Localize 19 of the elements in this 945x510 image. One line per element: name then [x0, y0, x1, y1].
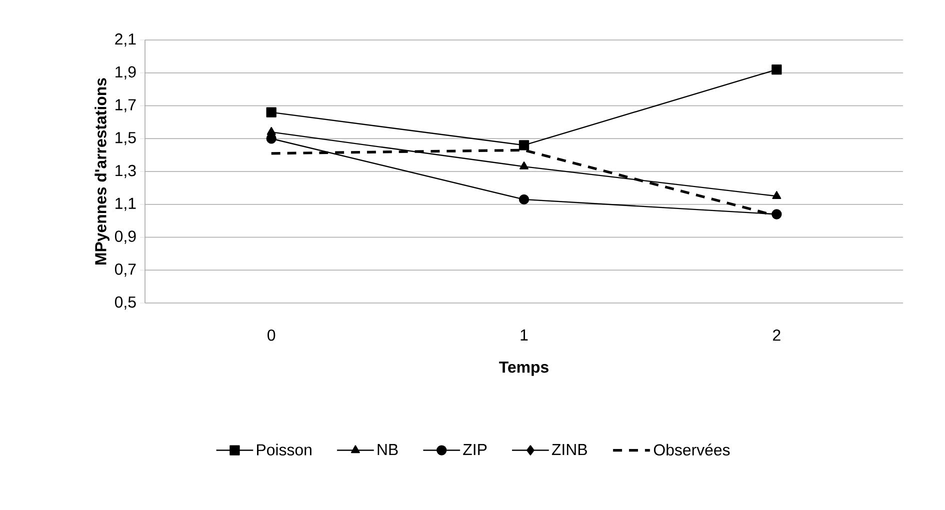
- y-tick-label: 1,7: [116, 99, 136, 112]
- legend-label: NB: [378, 444, 398, 456]
- y-axis-title: MPyennes d'arrestations: [94, 78, 110, 264]
- y-tick-label: 0,7: [114, 264, 136, 277]
- y-tick-label: 1,1: [116, 198, 136, 211]
- y-tick-label: 1,5: [116, 132, 136, 146]
- legend-label: Poisson: [257, 444, 312, 456]
- y-tick-label: 0,9: [114, 230, 136, 244]
- legend-label: Observées: [654, 444, 730, 456]
- legend-label: ZIP: [463, 444, 487, 456]
- legend-label: ZINB: [552, 444, 587, 456]
- x-tick-label: 1: [520, 330, 528, 340]
- x-axis-title: Temps: [499, 362, 548, 376]
- y-tick-label: 1,9: [116, 66, 136, 80]
- y-tick-label: 2,1: [115, 33, 136, 47]
- x-tick-label: 2: [773, 330, 780, 341]
- y-tick-label: 0,5: [114, 296, 136, 310]
- x-tick-label: 0: [268, 330, 276, 341]
- y-tick-label: 1,3: [116, 164, 136, 178]
